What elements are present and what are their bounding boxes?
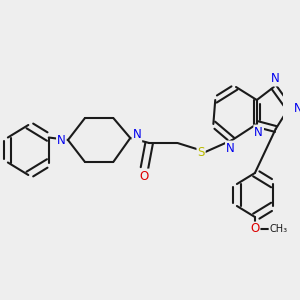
Text: O: O — [250, 223, 260, 236]
Text: N: N — [226, 142, 235, 154]
Text: CH₃: CH₃ — [269, 224, 288, 234]
Text: N: N — [271, 73, 280, 85]
Text: N: N — [57, 134, 66, 146]
Text: O: O — [140, 169, 149, 182]
Text: N: N — [133, 128, 141, 142]
Text: N: N — [254, 125, 263, 139]
Text: N: N — [294, 101, 300, 115]
Text: S: S — [197, 146, 205, 158]
